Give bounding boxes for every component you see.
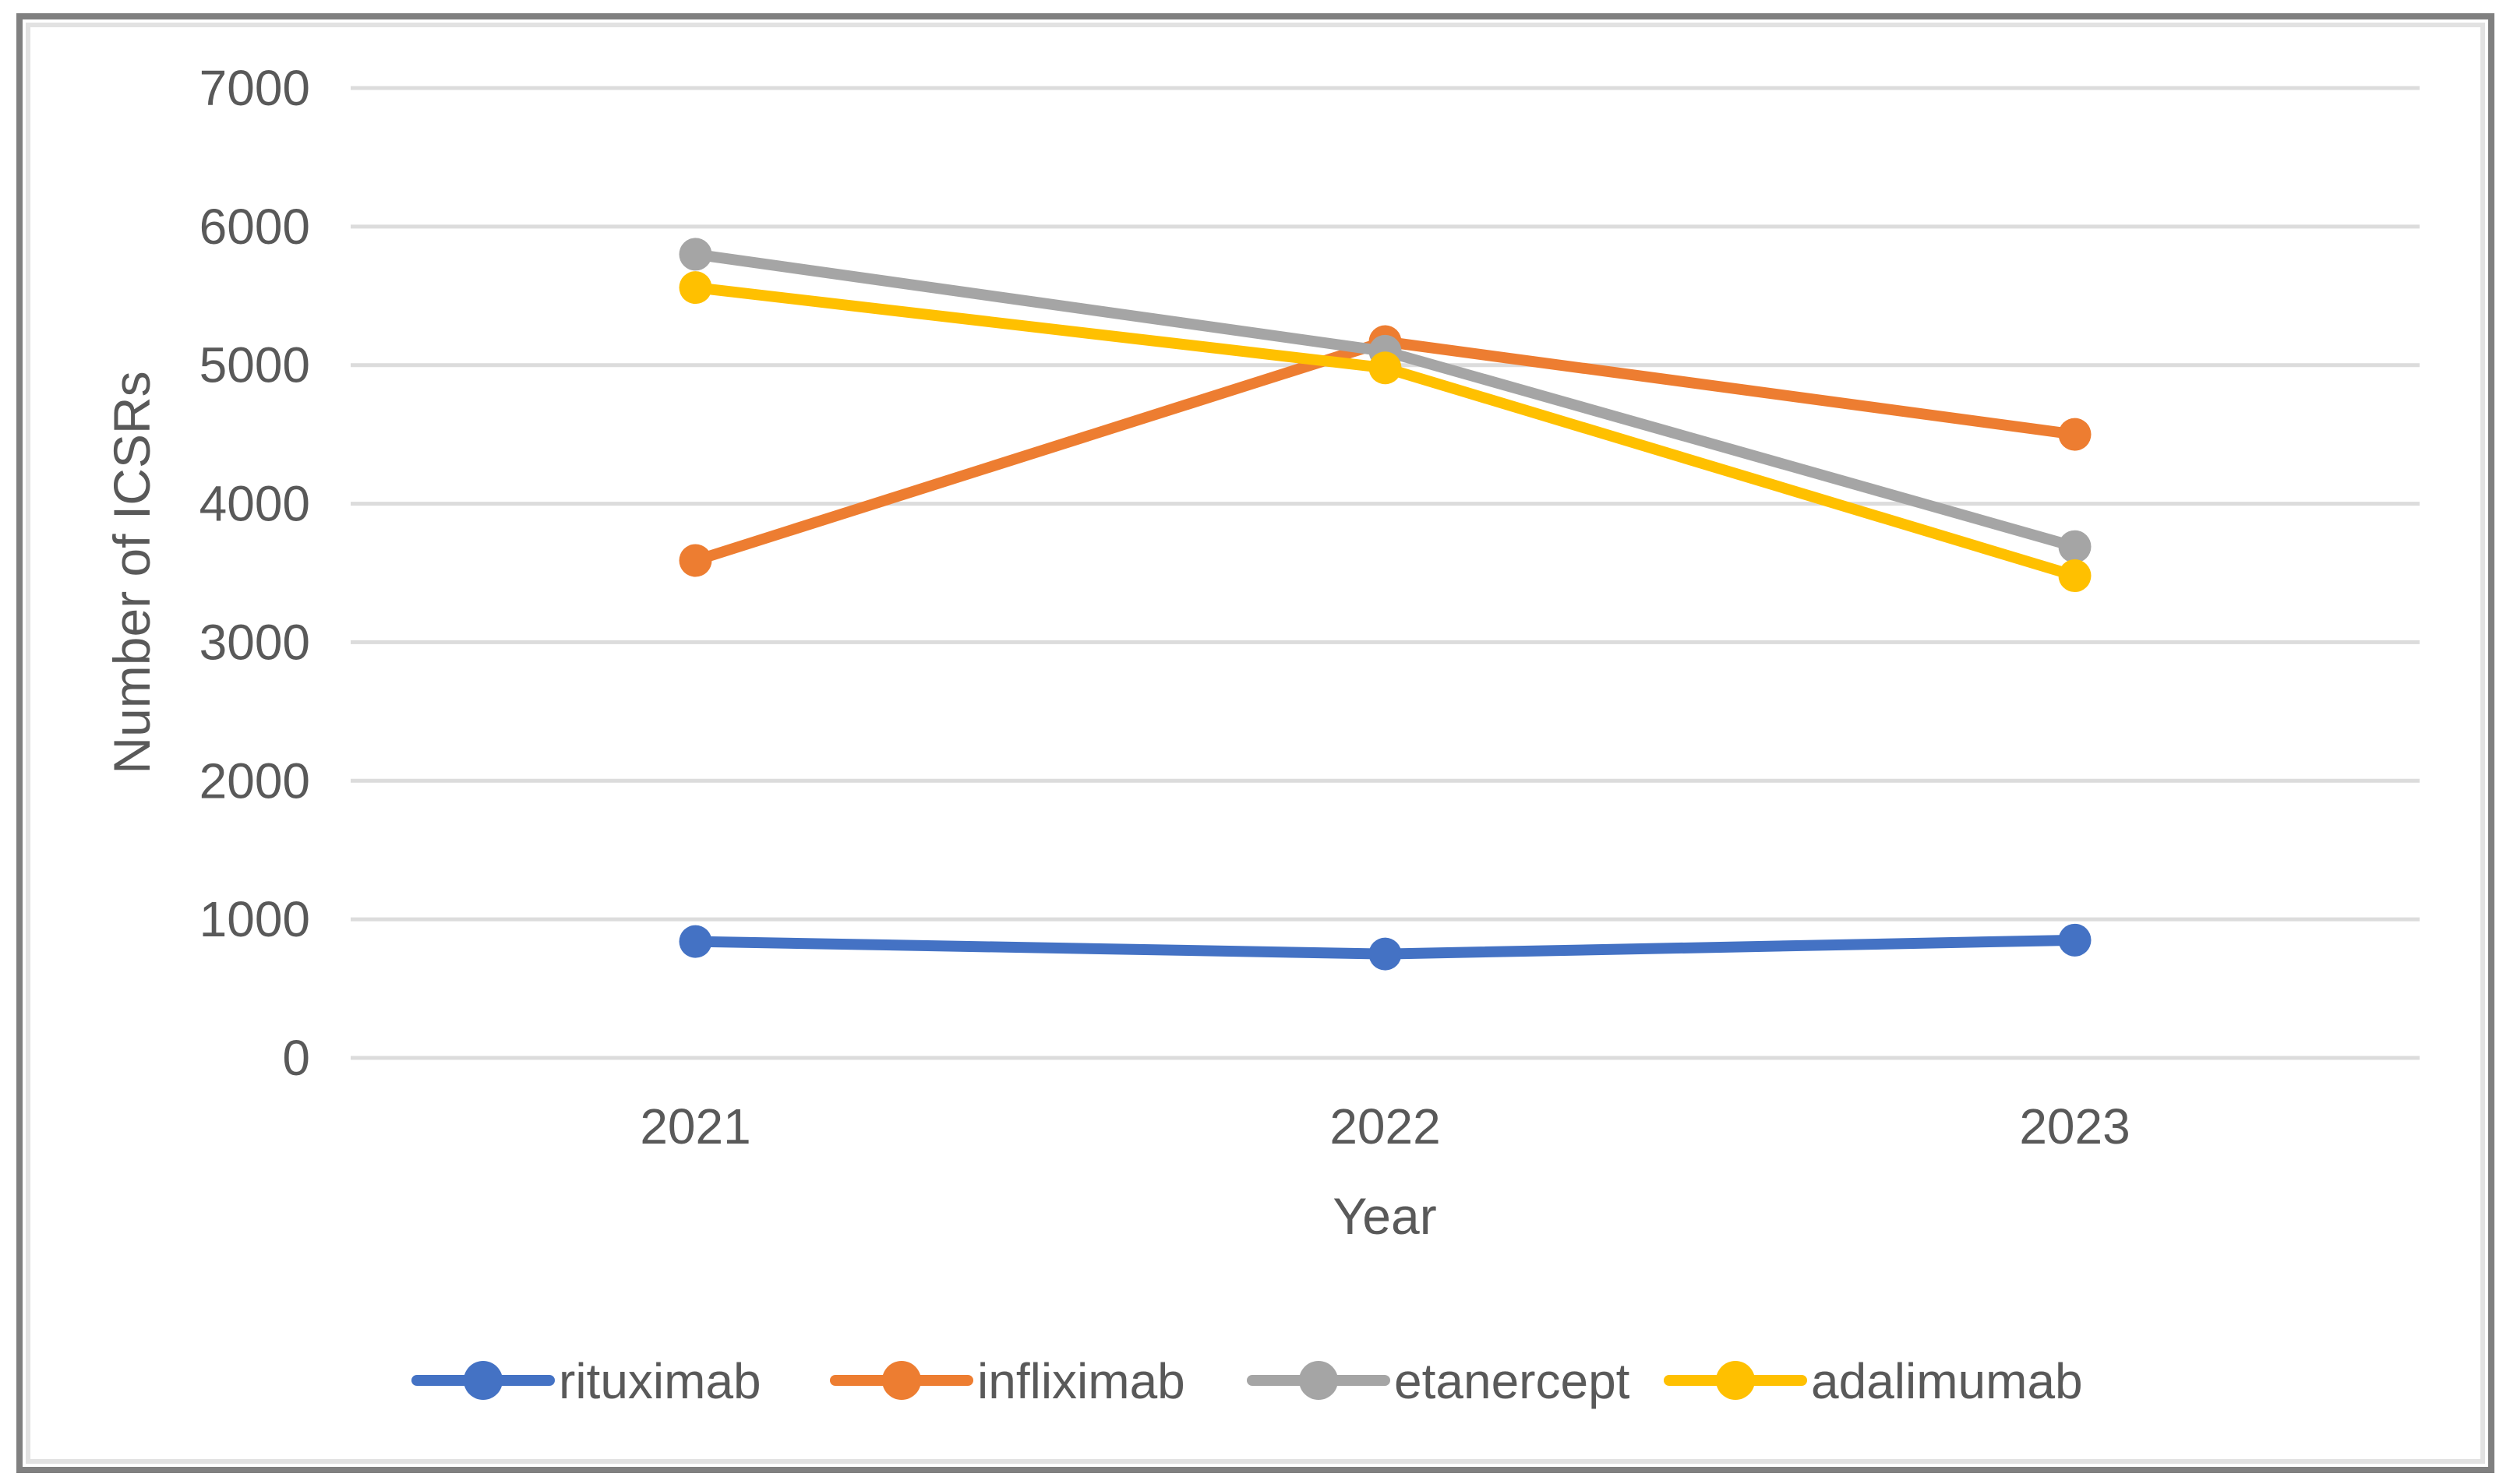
- data-point-adalimumab-2022: [1368, 351, 1402, 385]
- data-point-rituximab-2022: [1368, 937, 1402, 971]
- y-tick-label: 1000: [199, 891, 310, 947]
- legend-item-infliximab: infliximab: [830, 1353, 1185, 1409]
- legend-item-rituximab: rituximab: [411, 1353, 761, 1409]
- y-axis-tick-labels: 0 1000 2000 3000 4000 5000 6000 7000: [199, 60, 310, 1086]
- legend-marker-dot-rituximab: [464, 1361, 503, 1400]
- data-point-infliximab-2023: [2058, 418, 2092, 451]
- legend-marker-dot-adalimumab: [1716, 1361, 1755, 1400]
- x-axis-title: Year: [1333, 1187, 1436, 1245]
- legend-label-etanercept: etanercept: [1394, 1353, 1630, 1409]
- series-adalimumab: [679, 271, 2092, 593]
- series-etanercept: [679, 238, 2092, 563]
- y-tick-label: 2000: [199, 753, 310, 809]
- x-tick-label: 2021: [640, 1098, 750, 1154]
- y-tick-label: 6000: [199, 199, 310, 255]
- y-tick-label: 5000: [199, 337, 310, 393]
- data-point-etanercept-2023: [2058, 530, 2092, 563]
- x-tick-label: 2023: [2019, 1098, 2130, 1154]
- legend-item-adalimumab: adalimumab: [1664, 1353, 2083, 1409]
- data-point-etanercept-2021: [679, 238, 712, 271]
- y-axis-title: Number of ICSRs: [103, 371, 161, 774]
- y-tick-label: 3000: [199, 614, 310, 670]
- y-tick-label: 7000: [199, 60, 310, 116]
- legend-label-adalimumab: adalimumab: [1811, 1353, 2083, 1409]
- frame-border-inner: [26, 23, 2485, 1464]
- legend-marker-dot-etanercept: [1299, 1361, 1338, 1400]
- data-point-rituximab-2021: [679, 925, 712, 958]
- x-axis-tick-labels: 2021 2022 2023: [640, 1098, 2130, 1154]
- legend-item-etanercept: etanercept: [1247, 1353, 1630, 1409]
- data-point-adalimumab-2021: [679, 271, 712, 305]
- legend: rituximab infliximab etanercept adalimumab: [411, 1353, 2083, 1409]
- legend-marker-dot-infliximab: [882, 1361, 921, 1400]
- series-lines: [679, 238, 2092, 971]
- series-rituximab: [679, 923, 2092, 971]
- y-tick-label: 4000: [199, 476, 310, 532]
- data-point-rituximab-2023: [2058, 923, 2092, 957]
- y-tick-label: 0: [282, 1030, 310, 1086]
- data-point-infliximab-2021: [679, 544, 712, 577]
- data-point-adalimumab-2023: [2058, 559, 2092, 593]
- x-tick-label: 2022: [1329, 1098, 1440, 1154]
- gridlines: [351, 86, 2420, 1060]
- legend-label-rituximab: rituximab: [559, 1353, 761, 1409]
- legend-label-infliximab: infliximab: [977, 1353, 1185, 1409]
- frame-border-outer: [16, 13, 2494, 1473]
